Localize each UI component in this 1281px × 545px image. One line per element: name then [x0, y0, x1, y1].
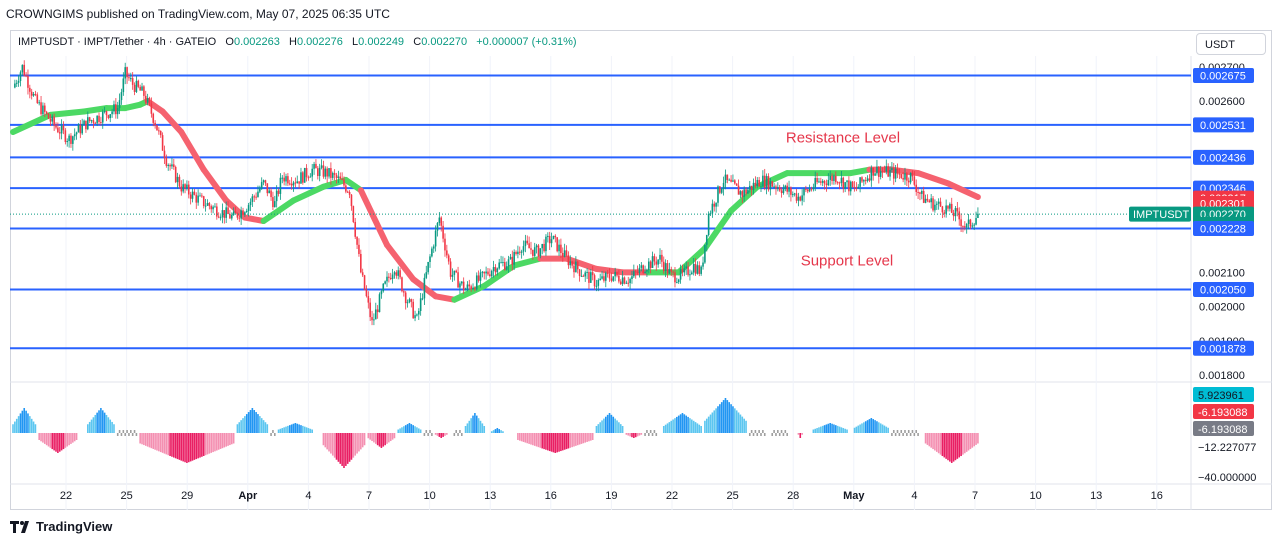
- tradingview-footer[interactable]: TradingView: [10, 519, 112, 534]
- tradingview-brand: TradingView: [36, 519, 113, 534]
- open-value: 0.002263: [233, 36, 280, 48]
- low-label: L: [352, 36, 359, 48]
- open-label: O: [225, 36, 234, 48]
- symbol-name[interactable]: IMPTUSDT · IMPT/Tether · 4h · GATEIO: [18, 36, 217, 48]
- low-value: 0.002249: [358, 36, 405, 48]
- published-caption: CROWNGIMS published on TradingView.com, …: [6, 7, 390, 21]
- change-value: +0.000007 (+0.31%): [476, 36, 577, 48]
- chart-frame[interactable]: [10, 30, 1272, 510]
- close-label: C: [413, 36, 422, 48]
- high-value: 0.002276: [296, 36, 343, 48]
- tradingview-logo-icon: [10, 520, 29, 533]
- high-label: H: [289, 36, 297, 48]
- close-value: 0.002270: [421, 36, 468, 48]
- symbol-legend: IMPTUSDT · IMPT/Tether · 4h · GATEIO O0.…: [18, 36, 577, 48]
- currency-button[interactable]: USDT: [1196, 33, 1266, 55]
